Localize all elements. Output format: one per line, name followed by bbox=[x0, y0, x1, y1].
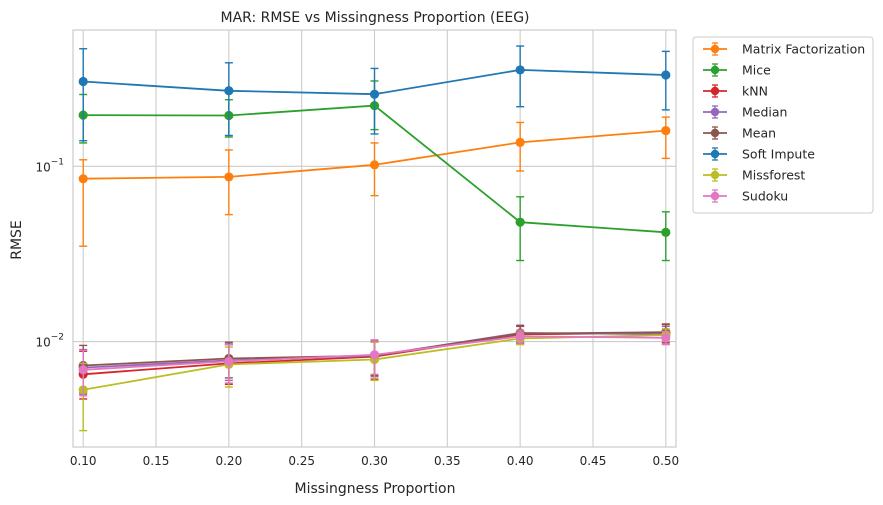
data-point bbox=[78, 365, 88, 375]
series-sudoku bbox=[78, 329, 671, 397]
legend-marker bbox=[710, 128, 720, 138]
data-point bbox=[661, 125, 671, 136]
x-tick-label: 0.35 bbox=[434, 454, 461, 468]
legend-marker bbox=[710, 86, 720, 96]
legend-label: Soft Impute bbox=[742, 147, 815, 162]
data-point bbox=[224, 356, 234, 367]
y-tick-label: 10−2 bbox=[35, 333, 64, 350]
legend-marker bbox=[710, 65, 720, 75]
legend-label: Mean bbox=[742, 126, 776, 141]
y-tick-label: 10−1 bbox=[35, 157, 64, 174]
x-tick-label: 0.30 bbox=[361, 454, 388, 468]
legend-item: Mean bbox=[703, 126, 776, 141]
legend-frame bbox=[692, 36, 874, 214]
legend-label: kNN bbox=[742, 84, 768, 99]
data-point bbox=[78, 174, 88, 184]
legend-item: Mice bbox=[703, 63, 771, 78]
data-point bbox=[369, 350, 380, 360]
data-point bbox=[224, 86, 234, 96]
x-tick-label: 0.45 bbox=[580, 454, 607, 468]
data-point bbox=[661, 227, 671, 237]
legend-label: Median bbox=[742, 105, 787, 120]
x-tick-label: 0.25 bbox=[288, 454, 315, 468]
x-tick-label: 0.15 bbox=[143, 454, 170, 468]
legend-item: Missforest bbox=[703, 168, 805, 183]
legend-item: Soft Impute bbox=[703, 147, 815, 162]
x-tick-label: 0.50 bbox=[652, 454, 679, 468]
data-point bbox=[369, 89, 380, 99]
y-axis-ticks: 10−2 10−1 bbox=[35, 157, 64, 349]
legend-label: Mice bbox=[742, 63, 771, 78]
legend-label: Matrix Factorization bbox=[742, 42, 865, 57]
data-point bbox=[661, 70, 671, 80]
data-point bbox=[661, 333, 671, 343]
data-point bbox=[515, 217, 525, 227]
data-point bbox=[224, 172, 234, 182]
series-soft-impute bbox=[78, 45, 671, 142]
x-axis-ticks: 0.10 0.15 0.20 0.25 0.30 0.35 0.40 0.45 0.50 bbox=[70, 454, 679, 468]
legend: Matrix Factorization Mice kNN Median Mean Sof… bbox=[692, 36, 874, 214]
data-point bbox=[369, 160, 380, 170]
legend-marker bbox=[710, 191, 720, 201]
legend-label: Sudoku bbox=[742, 189, 788, 204]
legend-label: Missforest bbox=[742, 168, 805, 183]
chart-title: MAR: RMSE vs Missingness Proportion (EEG… bbox=[220, 10, 529, 26]
series-matrix-factorization bbox=[78, 116, 671, 247]
legend-item: kNN bbox=[703, 84, 768, 99]
y-axis-label: RMSE bbox=[9, 220, 25, 260]
legend-marker bbox=[710, 149, 720, 159]
legend-item: Matrix Factorization bbox=[703, 42, 865, 57]
series-layer bbox=[78, 45, 671, 432]
data-point bbox=[515, 331, 525, 341]
data-point bbox=[515, 65, 525, 75]
legend-marker bbox=[710, 44, 720, 54]
x-tick-label: 0.20 bbox=[215, 454, 242, 468]
plot-area bbox=[72, 29, 677, 448]
data-point bbox=[515, 137, 525, 147]
legend-marker bbox=[710, 107, 720, 117]
legend-items: Matrix Factorization Mice kNN Median Mean Sof… bbox=[703, 42, 865, 204]
x-tick-label: 0.10 bbox=[70, 454, 97, 468]
plot-frame bbox=[72, 29, 677, 448]
legend-item: Sudoku bbox=[703, 189, 788, 204]
x-axis-label: Missingness Proportion bbox=[295, 481, 456, 497]
legend-item: Median bbox=[703, 105, 787, 120]
data-point bbox=[78, 76, 88, 87]
legend-marker bbox=[710, 170, 720, 180]
x-tick-label: 0.40 bbox=[507, 454, 534, 468]
